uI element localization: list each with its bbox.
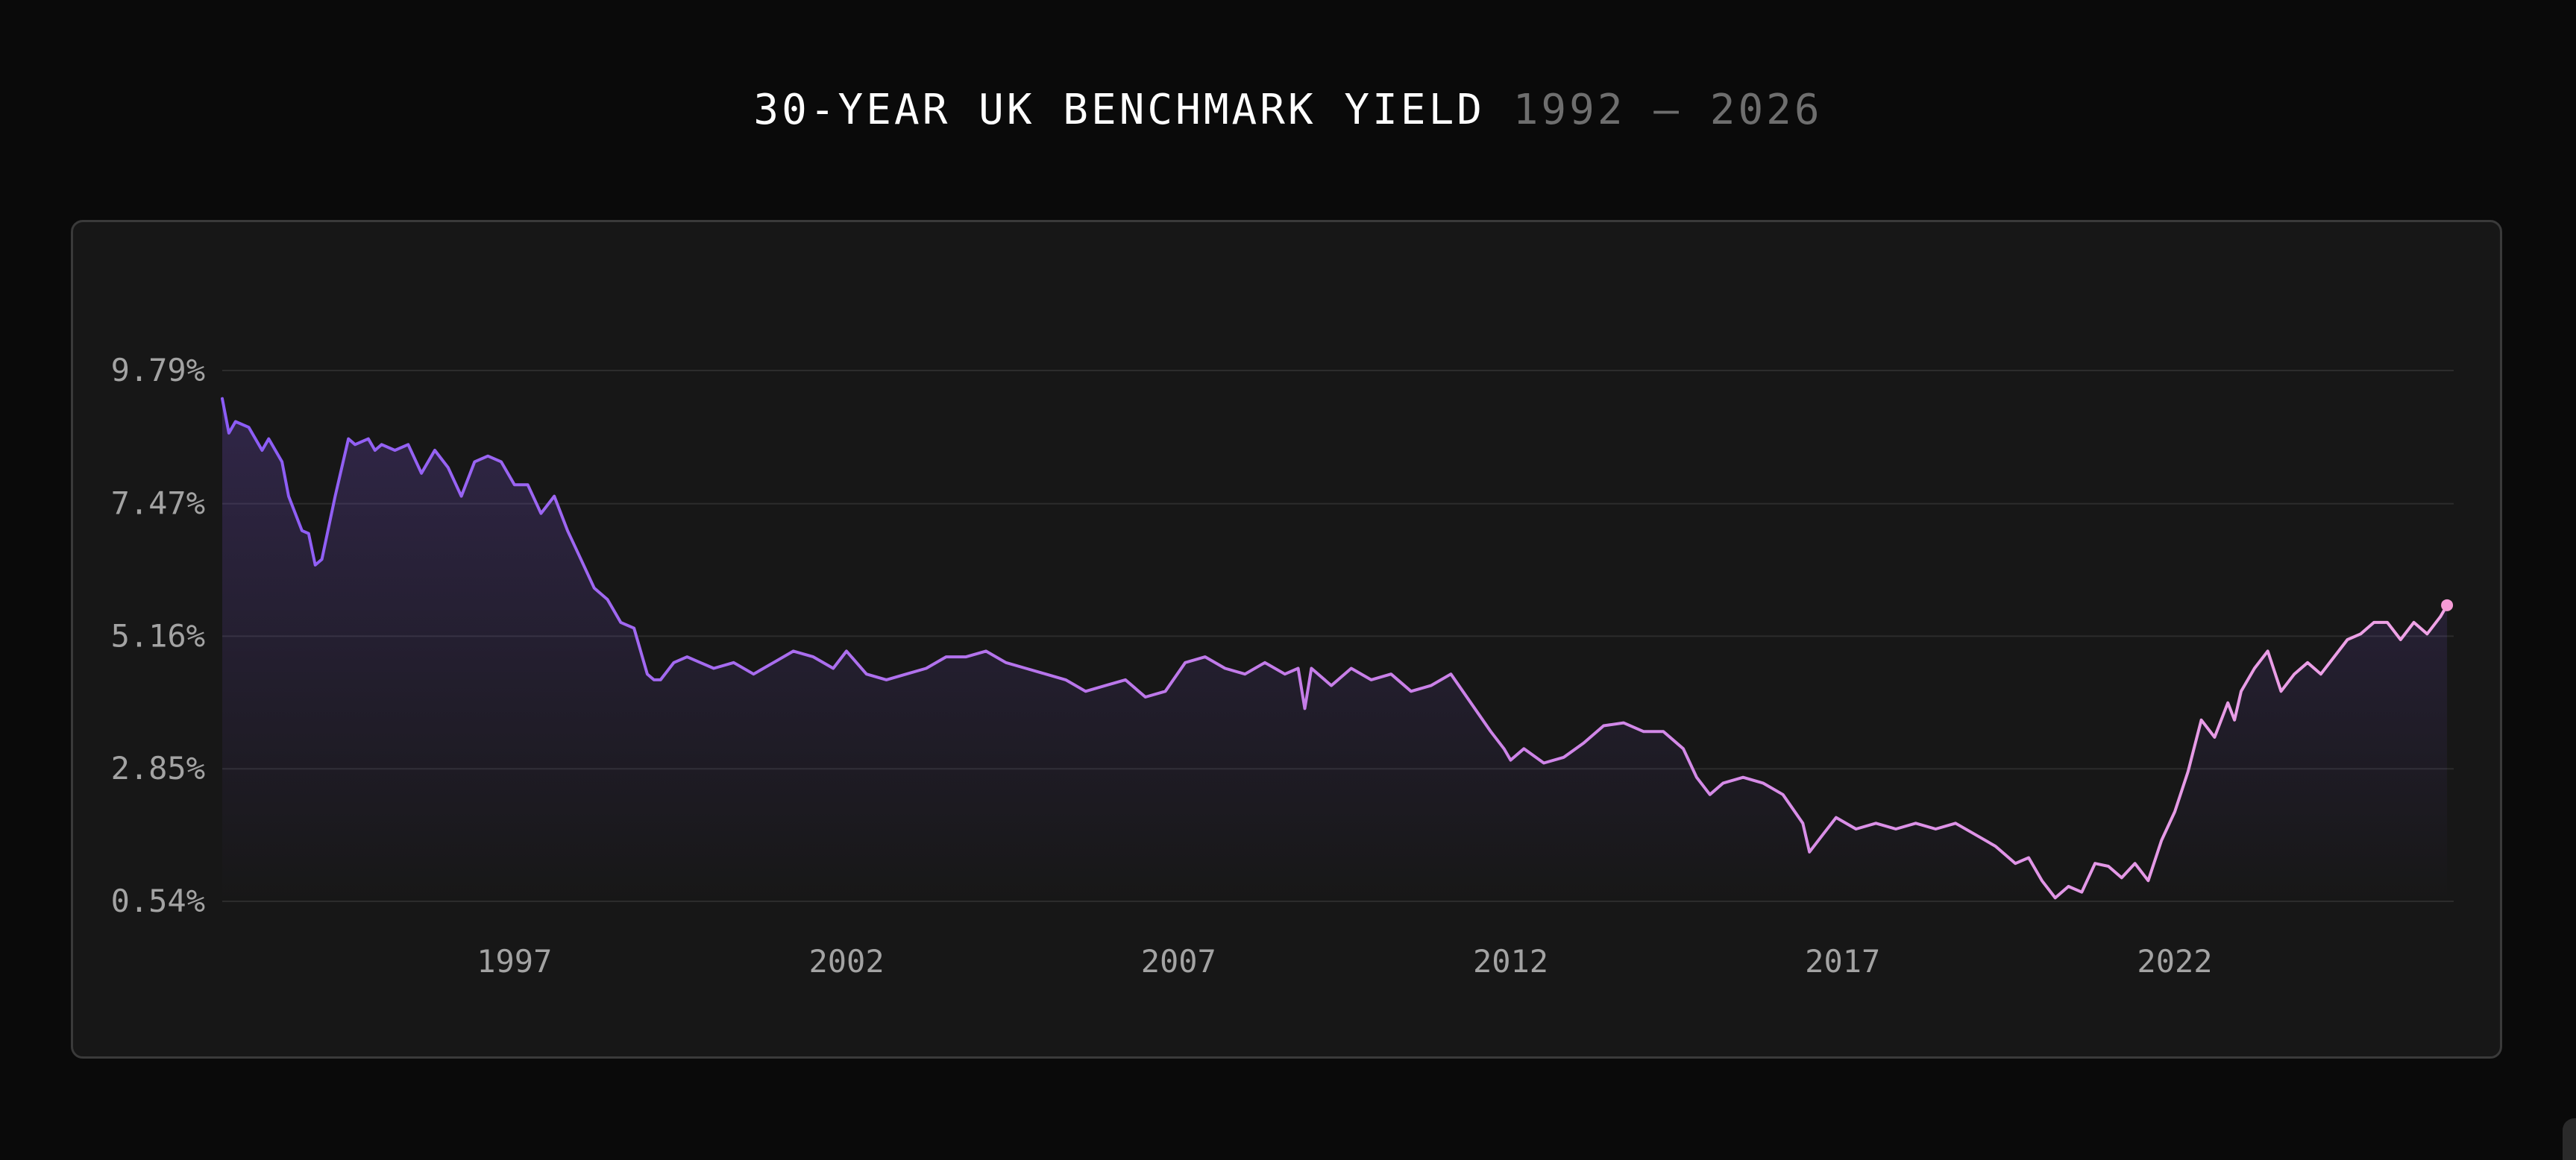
x-tick-label: 2012 [1473,943,1548,980]
x-tick-label: 2017 [1805,943,1880,980]
x-tick-label: 1997 [477,943,552,980]
latest-value-marker [2441,599,2454,611]
y-axis-ticks: 0.54% 2.85% 5.16% 7.47% 9.79% [111,352,205,919]
x-tick-label: 2002 [808,943,884,980]
chart-title-range: 1992 — 2026 [1512,86,1823,134]
y-tick-label: 9.79% [111,352,205,388]
chart-title: 30-YEAR UK BENCHMARK YIELD 1992 — 2026 [0,81,2576,140]
chart-title-main: 30-YEAR UK BENCHMARK YIELD [753,86,1485,134]
series-area-fill [222,398,2448,901]
y-tick-label: 2.85% [111,750,205,787]
x-tick-label: 2007 [1141,943,1216,980]
y-tick-label: 0.54% [111,883,205,919]
corner-tab [2563,1118,2576,1160]
x-axis-ticks: 1997 2002 2007 2012 2017 2022 [477,943,2212,980]
series-line [221,397,2449,900]
x-tick-label: 2022 [2137,943,2212,980]
y-tick-label: 7.47% [111,485,205,522]
y-tick-label: 5.16% [111,617,205,654]
